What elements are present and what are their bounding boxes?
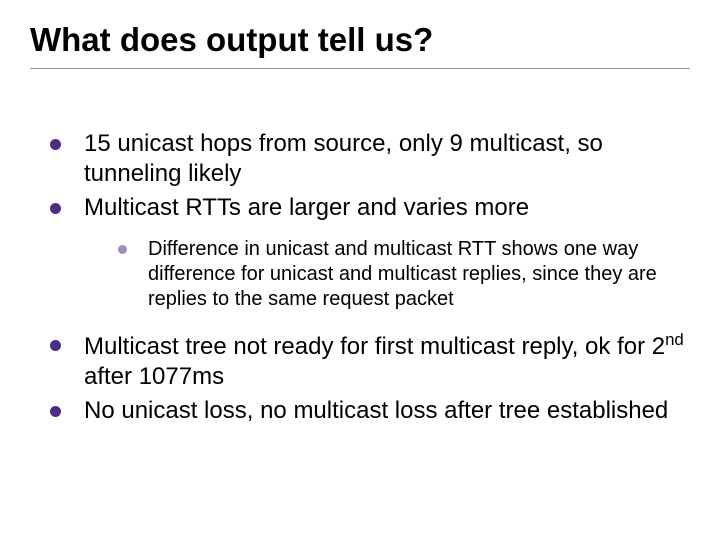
title-block: What does output tell us? <box>30 20 690 69</box>
bullet-text: 15 unicast hops from source, only 9 mult… <box>84 130 603 187</box>
bullet-text: No unicast loss, no multicast loss after… <box>84 397 668 424</box>
list-item: No unicast loss, no multicast loss after… <box>50 396 690 426</box>
bullet-text: Multicast RTTs are larger and varies mor… <box>84 194 529 221</box>
list-item: Multicast tree not ready for first multi… <box>50 330 690 392</box>
slide: What does output tell us? 15 unicast hop… <box>0 0 720 540</box>
slide-content: 15 unicast hops from source, only 9 mult… <box>30 129 690 426</box>
list-item: Difference in unicast and multicast RTT … <box>118 237 690 312</box>
slide-title: What does output tell us? <box>30 20 690 60</box>
list-item: Multicast RTTs are larger and varies mor… <box>50 193 690 312</box>
bullet-list-level2: Difference in unicast and multicast RTT … <box>118 237 690 312</box>
bullet-text: Multicast tree not ready for first multi… <box>84 333 684 390</box>
bullet-text: Difference in unicast and multicast RTT … <box>148 238 657 310</box>
list-item: 15 unicast hops from source, only 9 mult… <box>50 129 690 189</box>
bullet-list-level1: 15 unicast hops from source, only 9 mult… <box>50 129 690 426</box>
